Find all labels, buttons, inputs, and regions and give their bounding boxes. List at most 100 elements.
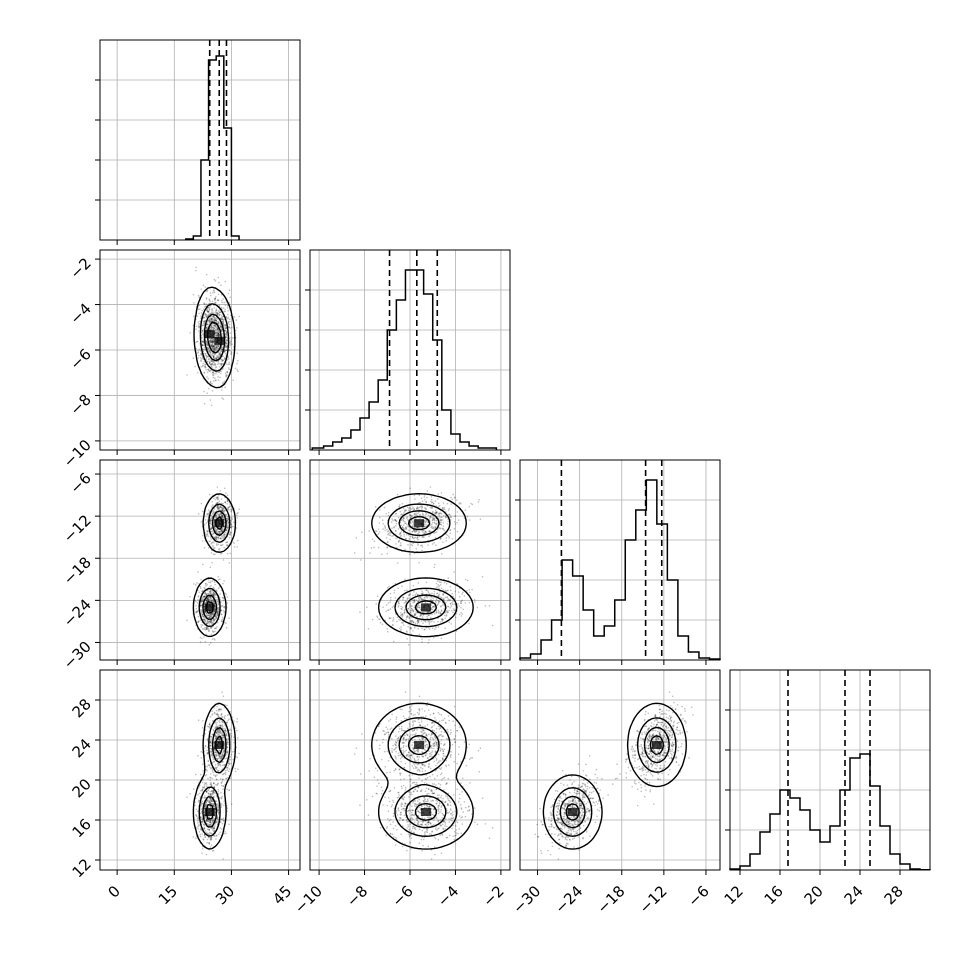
sample-point (221, 318, 223, 321)
sample-point (207, 347, 210, 350)
sample-point (230, 510, 232, 513)
sample-point (208, 348, 210, 350)
sample-point (413, 626, 416, 629)
sample-point (214, 344, 216, 347)
sample-point (218, 514, 220, 517)
sample-point (208, 360, 210, 362)
sample-point (203, 371, 205, 374)
sample-point (442, 593, 444, 596)
sample-point (361, 531, 363, 534)
sample-point (197, 826, 199, 828)
sample-point (222, 332, 224, 335)
sample-point (228, 536, 231, 539)
sample-point (202, 362, 205, 365)
sample-point (461, 593, 463, 595)
sample-point (223, 535, 226, 538)
sample-point (207, 368, 209, 371)
sample-point (219, 350, 222, 352)
sample-point (216, 544, 218, 546)
sample-point (403, 609, 406, 612)
sample-point (210, 316, 212, 318)
sample-point (439, 512, 442, 514)
sample-point (208, 320, 210, 323)
scatter-panel-1-0 (95, 249, 301, 455)
sample-point (225, 301, 227, 303)
sample-point (197, 599, 199, 601)
sample-point (229, 296, 232, 299)
sample-point (422, 592, 424, 594)
sample-point (211, 342, 214, 344)
sample-point (219, 376, 221, 379)
sample-point (214, 358, 217, 360)
sample-point (397, 516, 400, 519)
sample-point (222, 609, 225, 612)
sample-point (221, 691, 223, 693)
sample-point (464, 602, 467, 604)
sample-point (209, 318, 211, 321)
histogram-panel-2 (515, 459, 721, 665)
sample-point (209, 536, 212, 538)
sample-point (225, 333, 227, 336)
sample-point (220, 362, 222, 365)
sample-point (205, 273, 208, 276)
sample-point (208, 493, 211, 496)
sample-point (416, 507, 418, 510)
sample-point (212, 318, 215, 321)
sample-point (215, 596, 217, 599)
sample-point (212, 355, 215, 358)
sample-point (214, 366, 217, 369)
sample-point (210, 320, 213, 323)
sample-point (201, 344, 204, 346)
sample-point (220, 714, 222, 716)
sample-point (238, 508, 240, 510)
sample-point (423, 628, 426, 631)
sample-point (204, 349, 207, 351)
sample-point (227, 743, 229, 745)
sample-point (216, 730, 219, 733)
sample-point (410, 609, 412, 612)
sample-point (414, 498, 416, 500)
sample-point (208, 593, 210, 595)
sample-point (212, 509, 215, 512)
sample-point (200, 609, 202, 611)
sample-point (209, 597, 212, 600)
sample-point (441, 527, 443, 530)
sample-point (238, 315, 240, 318)
sample-point (223, 580, 225, 582)
sample-point (224, 727, 226, 730)
sample-point (206, 310, 209, 313)
sample-point (217, 536, 220, 539)
sample-point (471, 588, 473, 591)
sample-point (226, 541, 228, 543)
sample-point (420, 497, 423, 500)
sample-point (206, 376, 208, 378)
sample-point (216, 348, 218, 350)
sample-point (216, 496, 219, 498)
sample-point (229, 533, 231, 536)
sample-point (447, 577, 450, 579)
sample-point (217, 345, 219, 348)
sample-point (416, 605, 419, 608)
sample-point (201, 614, 204, 616)
sample-point (425, 589, 428, 591)
sample-point (198, 326, 200, 329)
sample-point (212, 356, 215, 359)
sample-point (209, 540, 211, 543)
sample-point (201, 340, 204, 343)
sample-point (412, 542, 414, 545)
sample-point (211, 337, 213, 340)
sample-point (214, 279, 217, 282)
sample-point (208, 511, 211, 513)
sample-point (209, 328, 211, 331)
sample-point (236, 362, 238, 365)
sample-point (206, 344, 209, 346)
sample-point (434, 600, 437, 603)
sample-point (217, 606, 219, 609)
sample-point (424, 513, 427, 516)
sample-point (434, 500, 437, 502)
sample-point (215, 347, 218, 349)
sample-point (205, 327, 208, 329)
sample-point (215, 334, 217, 337)
sample-point (211, 510, 214, 513)
sample-point (220, 502, 223, 505)
